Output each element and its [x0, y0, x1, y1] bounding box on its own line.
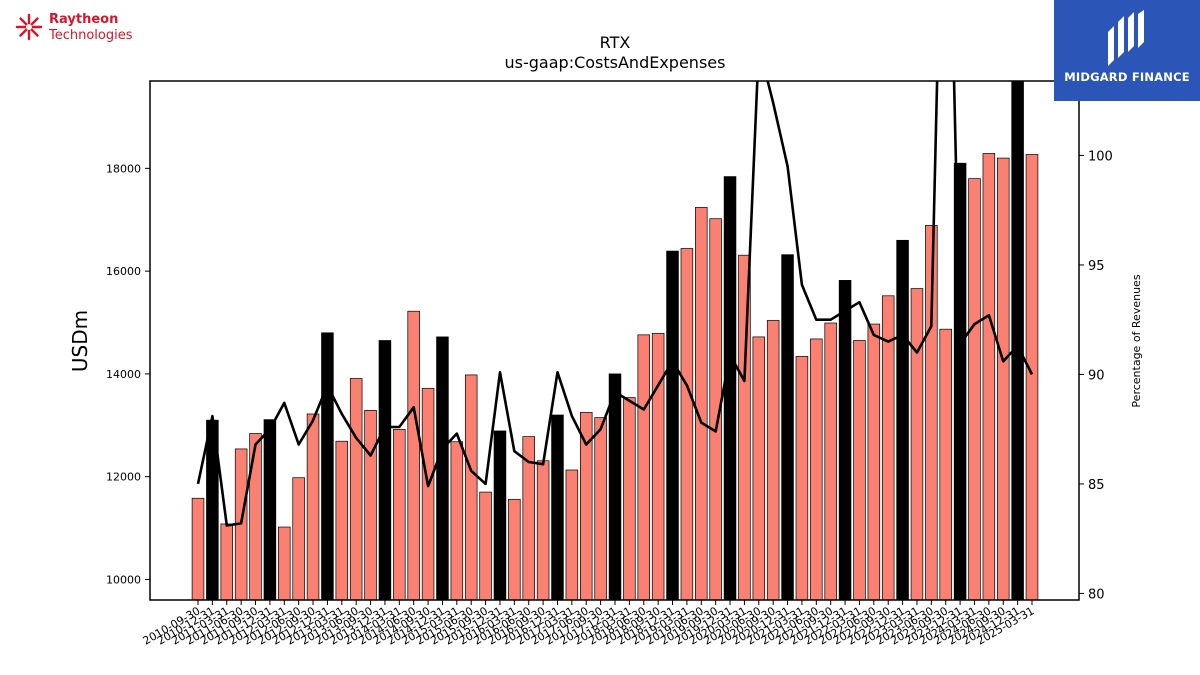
bar [565, 469, 579, 600]
bar [421, 387, 435, 600]
bar [1011, 81, 1024, 600]
bar [680, 248, 694, 600]
bar [623, 397, 636, 600]
y-tick-label: 14000 [106, 368, 141, 381]
y2-tick-label: 100 [1088, 149, 1113, 164]
raytheon-logo-line1: Raytheon [49, 12, 119, 27]
bar [464, 374, 478, 600]
bar [349, 378, 363, 600]
midgard-logo-text: MIDGARD FINANCE [1064, 70, 1190, 84]
y2-tick-label: 85 [1088, 478, 1105, 493]
bar [939, 328, 952, 600]
bar [450, 441, 464, 600]
bar [335, 440, 349, 600]
bar [925, 225, 938, 600]
bar [996, 157, 1010, 600]
bar [651, 332, 665, 600]
raytheon-logo-line2: Technologies [49, 28, 133, 43]
bar [968, 178, 981, 600]
bar [321, 332, 334, 600]
bar [867, 323, 881, 600]
y2-tick-label: 90 [1088, 368, 1105, 383]
bar [536, 460, 550, 600]
y-tick-label: 16000 [106, 265, 141, 278]
chart-subtitle: us-gaap:CostsAndExpenses [505, 53, 726, 72]
bar [838, 280, 852, 600]
bar [393, 429, 406, 600]
y2-tick-label: 95 [1088, 259, 1105, 274]
bar [795, 356, 809, 600]
y-tick-label: 18000 [106, 162, 141, 175]
bar [637, 334, 651, 600]
bar [824, 322, 837, 600]
bar [896, 239, 909, 600]
bar [810, 338, 823, 600]
bar [508, 498, 521, 600]
bar [594, 417, 607, 600]
bar [723, 176, 737, 600]
bar [982, 153, 996, 600]
y-axis-label: USDm [68, 310, 92, 372]
bar [551, 414, 564, 600]
bar [364, 410, 377, 600]
raytheon-logo: Raytheon Technologies [14, 10, 149, 46]
bar [781, 254, 794, 600]
bar [910, 288, 924, 600]
bar [853, 340, 866, 600]
bar [278, 526, 291, 600]
bar [738, 254, 751, 600]
bar [881, 295, 895, 600]
chart-title: RTX [600, 33, 631, 52]
bar [436, 336, 449, 600]
bar [407, 310, 420, 600]
bar [709, 218, 722, 600]
bar [191, 497, 205, 600]
bar [493, 430, 507, 600]
bar [249, 433, 262, 600]
bar [953, 162, 967, 600]
bar [479, 491, 492, 600]
y-tick-label: 12000 [106, 471, 141, 484]
bar [666, 250, 679, 600]
raytheon-burst-icon [15, 13, 43, 41]
bar [1025, 154, 1039, 600]
bar [608, 373, 622, 600]
bar [695, 207, 708, 600]
y-tick-label: 10000 [106, 573, 141, 586]
bar [306, 413, 320, 600]
bar [766, 320, 780, 600]
bar [378, 340, 392, 600]
bar [752, 336, 766, 600]
bar [220, 523, 234, 600]
bar [263, 419, 277, 600]
midgard-monogram-icon [1108, 10, 1144, 66]
midgard-finance-logo: MIDGARD FINANCE [1054, 0, 1200, 101]
bar [292, 477, 305, 600]
y2-axis-label: Percentage of Revenues [1130, 274, 1143, 407]
pct-revenues-line [196, 81, 1034, 527]
y2-tick-label: 80 [1088, 587, 1105, 602]
